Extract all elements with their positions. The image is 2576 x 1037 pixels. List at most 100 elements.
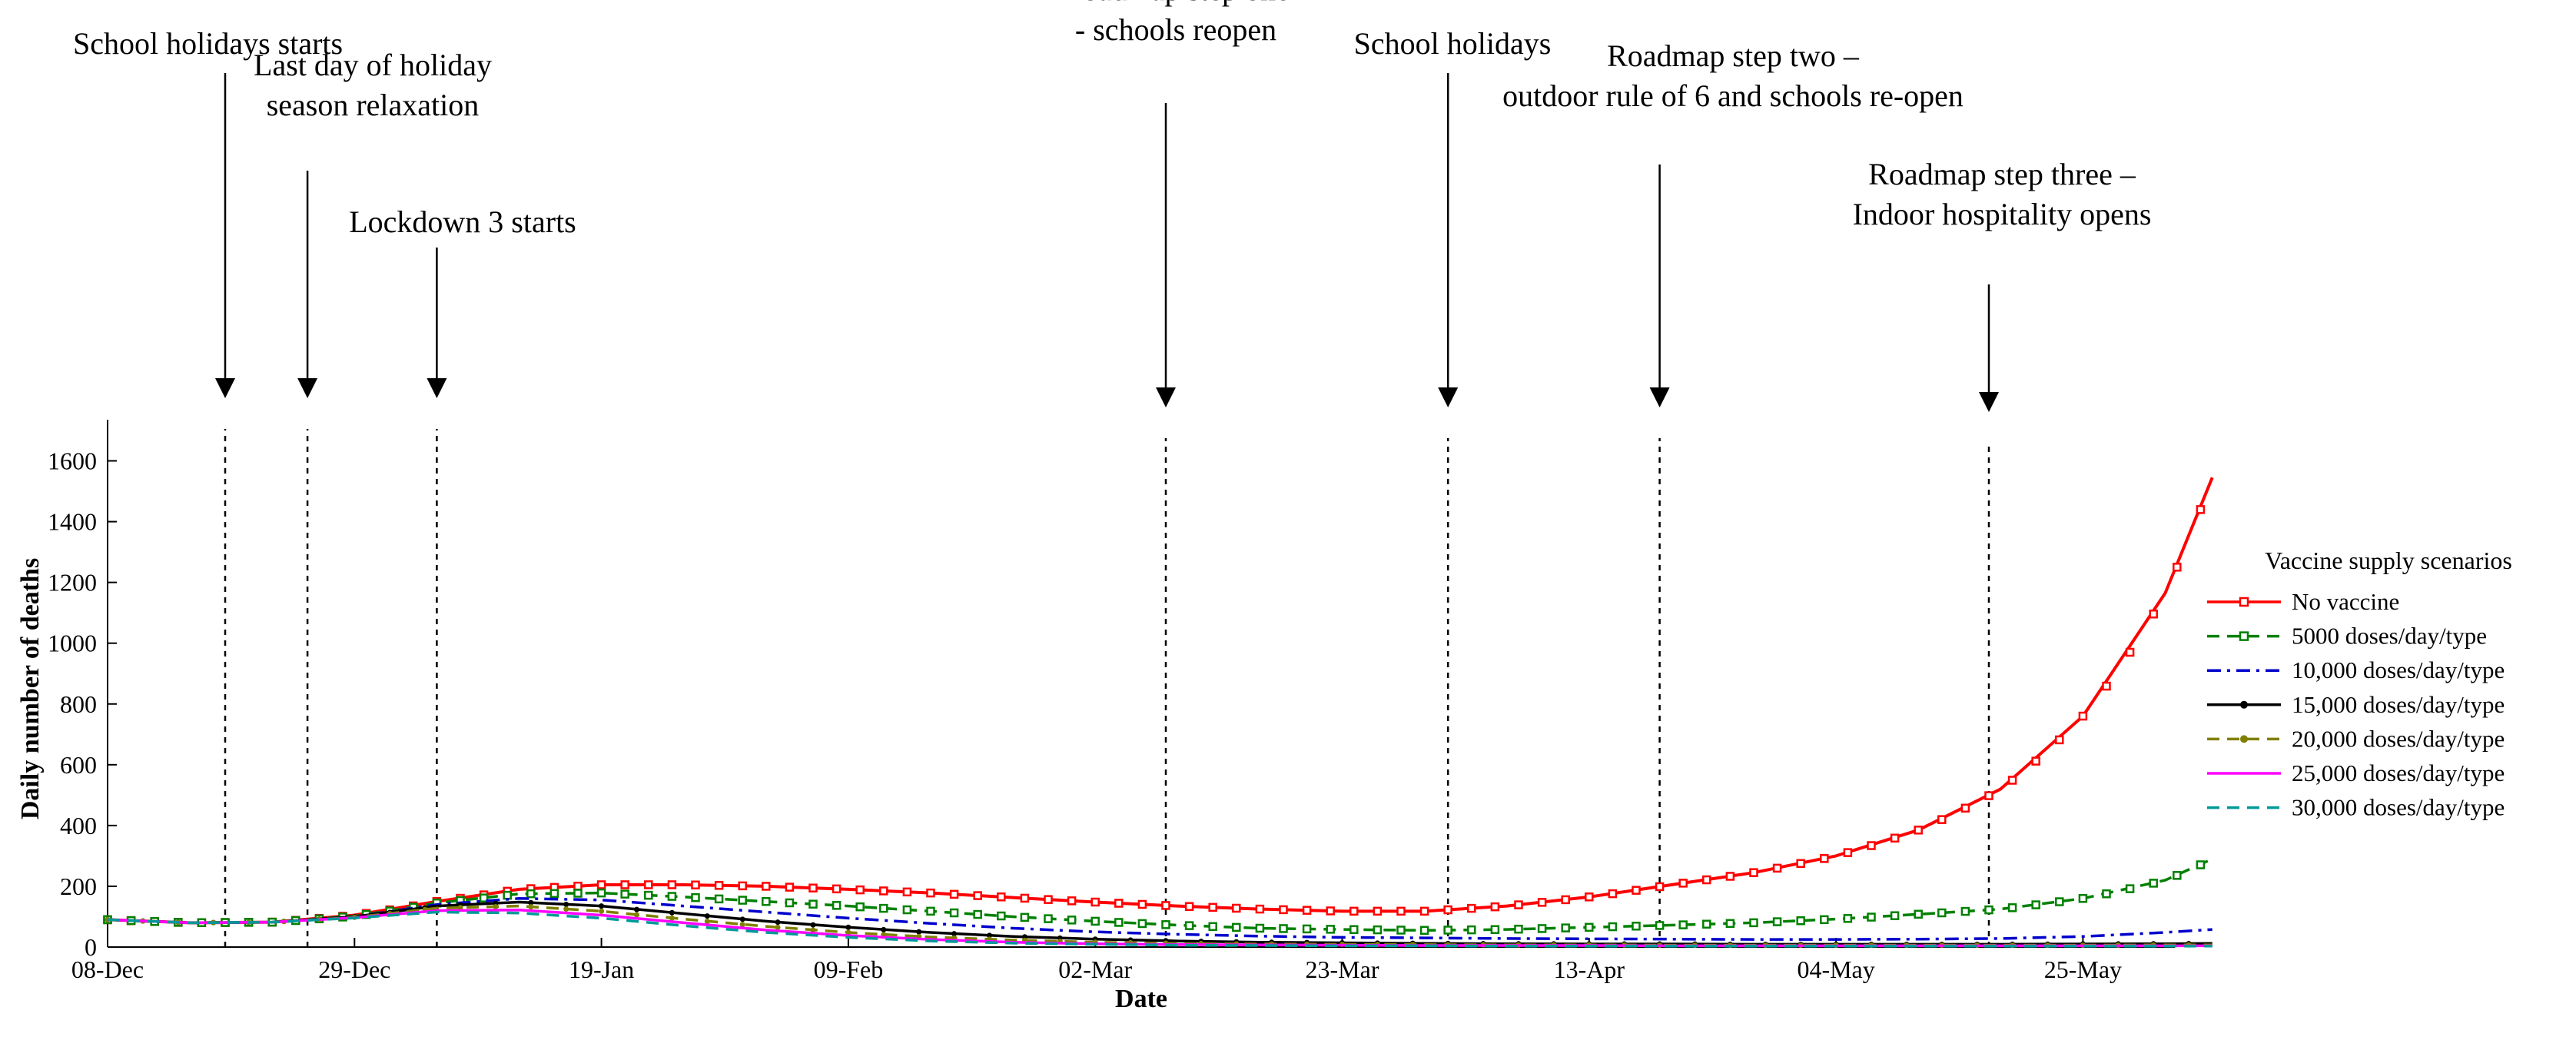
legend-item: 10,000 doses/day/type xyxy=(2207,656,2505,683)
series-marker xyxy=(1302,906,1312,915)
event-arrowhead xyxy=(215,378,235,398)
series-marker xyxy=(1373,925,1383,935)
event-annotation-label: season relaxation xyxy=(267,88,480,122)
series-marker xyxy=(1349,906,1359,916)
series-marker xyxy=(785,898,795,908)
series-marker xyxy=(1537,898,1547,907)
y-tick-label: 400 xyxy=(60,812,97,839)
series-marker xyxy=(596,888,606,898)
event-annotation: School holidays starts xyxy=(73,26,343,947)
legend-title: Vaccine supply scenarios xyxy=(2265,547,2512,574)
series-marker xyxy=(1067,916,1077,925)
series-marker xyxy=(1820,915,1829,925)
series-marker xyxy=(855,902,865,912)
series-marker xyxy=(902,887,912,897)
legend-marker xyxy=(2239,597,2249,607)
event-annotation-label: Lockdown 3 starts xyxy=(349,204,576,239)
series-marker xyxy=(739,916,745,922)
series-marker xyxy=(1890,833,1900,843)
series xyxy=(103,857,2213,936)
series-marker xyxy=(1960,906,1970,916)
series-marker xyxy=(879,886,888,896)
series-marker xyxy=(1608,922,1618,932)
series-marker xyxy=(1632,886,1641,895)
series-marker xyxy=(1490,925,1500,934)
series-marker xyxy=(1302,924,1312,934)
series-marker xyxy=(1467,903,1476,913)
x-tick-label: 19-Jan xyxy=(569,956,634,983)
series-marker xyxy=(1725,872,1735,881)
series-marker xyxy=(973,909,982,919)
series-marker xyxy=(2125,647,2135,657)
series-marker xyxy=(528,899,534,906)
series-marker xyxy=(926,888,935,898)
legend: Vaccine supply scenarios No vaccine 5000 … xyxy=(2207,547,2512,821)
x-tick-label: 25-May xyxy=(2044,956,2122,983)
series-marker xyxy=(1044,895,1053,904)
x-tick-label: 09-Feb xyxy=(814,956,884,983)
event-arrowhead xyxy=(1979,392,1999,412)
x-tick-label: 02-Mar xyxy=(1058,956,1132,983)
event-arrowhead xyxy=(427,378,447,398)
series-marker xyxy=(2173,563,2182,572)
series-marker xyxy=(714,881,724,890)
y-tick-label: 800 xyxy=(60,690,97,718)
series-marker xyxy=(1326,925,1335,934)
series-marker xyxy=(1678,879,1688,888)
series-marker xyxy=(1020,893,1030,903)
series-marker xyxy=(808,883,818,892)
series-marker xyxy=(1255,904,1265,914)
series-marker xyxy=(526,889,536,899)
series-marker xyxy=(1937,815,1947,824)
series-marker xyxy=(1796,859,1805,869)
legend-label: 5000 doses/day/type xyxy=(2292,623,2487,650)
event-arrowhead xyxy=(297,378,318,398)
event-annotation-label: School holidays starts xyxy=(73,26,343,61)
event-annotation-label: - schools reopen xyxy=(1075,12,1276,47)
series-marker xyxy=(775,919,781,926)
series-marker xyxy=(2078,894,2088,903)
series-marker xyxy=(738,881,747,891)
series-marker xyxy=(902,905,912,915)
series-marker xyxy=(1514,900,1523,909)
legend-marker xyxy=(2239,631,2249,641)
series-marker xyxy=(2078,711,2088,721)
series-line xyxy=(107,897,2213,941)
series-marker xyxy=(738,896,747,905)
event-annotation: Lockdown 3 starts xyxy=(349,204,576,947)
x-tick-label: 13-Apr xyxy=(1554,956,1625,983)
legend-label: 20,000 doses/day/type xyxy=(2292,725,2505,752)
legend-item: 5000 doses/day/type xyxy=(2207,623,2487,650)
event-arrowhead xyxy=(1438,387,1459,407)
series-marker xyxy=(1843,914,1853,923)
series-marker xyxy=(845,929,851,936)
series-marker xyxy=(1255,923,1265,933)
series-marker xyxy=(528,904,534,910)
series-marker xyxy=(1349,925,1359,934)
series-marker xyxy=(1208,902,1217,912)
legend-item: 20,000 doses/day/type xyxy=(2207,725,2505,752)
event-annotation: Last day of holiday season relaxation xyxy=(254,48,492,947)
series-marker xyxy=(997,892,1006,902)
series-marker xyxy=(669,909,675,916)
series-marker xyxy=(785,882,795,892)
series-marker xyxy=(1655,921,1665,930)
series-marker xyxy=(2149,609,2158,619)
series-marker xyxy=(1279,924,1288,933)
axes: 0 200 400 600 800 1000 1200 1400 1600 08-Dec 29-De… xyxy=(48,420,2175,983)
series-marker xyxy=(1044,914,1053,923)
series-marker xyxy=(1232,903,1241,913)
series-marker xyxy=(1843,848,1853,857)
series-marker xyxy=(1632,922,1641,931)
series-marker xyxy=(1419,926,1429,936)
series-marker xyxy=(1796,916,1805,926)
series-marker xyxy=(644,880,653,889)
event-annotation: School holidays xyxy=(1354,26,1551,947)
series-marker xyxy=(810,922,816,928)
series-marker xyxy=(1537,924,1547,933)
series-marker xyxy=(1326,906,1335,916)
series-marker xyxy=(669,915,675,921)
series-marker xyxy=(1702,919,1711,929)
